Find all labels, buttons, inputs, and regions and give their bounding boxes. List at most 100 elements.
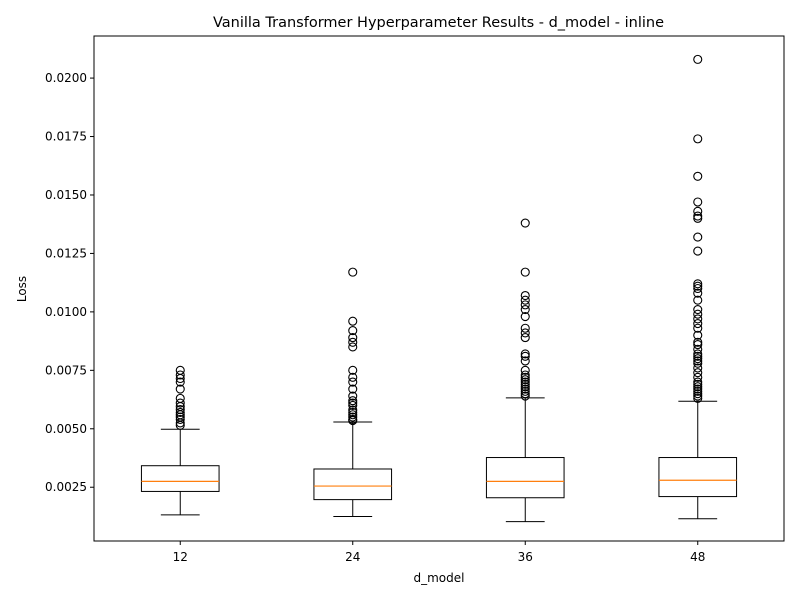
outlier-point bbox=[348, 398, 358, 408]
outlier-point bbox=[693, 349, 703, 359]
outlier-point bbox=[693, 384, 703, 394]
outlier-point bbox=[348, 377, 358, 387]
outlier-point bbox=[520, 391, 530, 401]
outlier-point bbox=[693, 246, 703, 256]
outlier-point bbox=[348, 326, 358, 336]
box-group-24 bbox=[313, 267, 393, 517]
outlier-point bbox=[693, 372, 703, 382]
outlier-point bbox=[175, 384, 185, 394]
outlier-point bbox=[693, 344, 703, 354]
outlier-point bbox=[693, 206, 703, 216]
outlier-point bbox=[348, 407, 358, 417]
outlier-point bbox=[693, 319, 703, 329]
x-tick-label: 36 bbox=[518, 550, 533, 564]
outlier-point bbox=[520, 384, 530, 394]
outlier-point bbox=[693, 386, 703, 396]
outlier-point bbox=[520, 382, 530, 392]
outlier-point bbox=[348, 400, 358, 410]
outlier-point bbox=[175, 405, 185, 415]
outlier-point bbox=[520, 375, 530, 385]
outlier-point bbox=[693, 211, 703, 221]
outlier-point bbox=[693, 134, 703, 144]
outlier-point bbox=[693, 295, 703, 305]
outlier-point bbox=[520, 377, 530, 387]
outlier-point bbox=[175, 407, 185, 417]
outlier-point bbox=[520, 218, 530, 228]
iqr-box bbox=[313, 468, 393, 501]
plot-frame bbox=[93, 35, 785, 542]
outlier-point bbox=[520, 356, 530, 366]
outlier-point bbox=[520, 386, 530, 396]
box-group-36 bbox=[485, 218, 565, 523]
outlier-point bbox=[520, 304, 530, 315]
outlier-point bbox=[520, 333, 530, 343]
y-axis: 0.0025 0.0050 0.0075 0.0100 0.0125 0.0150 0.01… bbox=[45, 71, 94, 494]
outlier-point bbox=[175, 414, 185, 424]
y-tick-label: 0.0175 bbox=[45, 130, 87, 144]
outlier-point bbox=[175, 377, 185, 387]
outlier-point bbox=[693, 304, 703, 315]
y-tick-label: 0.0150 bbox=[45, 188, 87, 202]
outlier-point bbox=[520, 372, 530, 382]
outlier-point bbox=[348, 365, 358, 375]
boxes-layer bbox=[140, 54, 738, 523]
outlier-point bbox=[348, 405, 358, 415]
outlier-point bbox=[693, 356, 703, 366]
outlier-point bbox=[693, 363, 703, 373]
outlier-point bbox=[693, 351, 703, 361]
outlier-point bbox=[520, 370, 530, 380]
x-axis-label: d_model bbox=[414, 571, 465, 585]
outlier-point bbox=[348, 396, 358, 406]
outlier-point bbox=[348, 391, 358, 401]
outlier-point bbox=[520, 349, 530, 359]
outlier-point bbox=[693, 389, 703, 399]
outlier-point bbox=[520, 365, 530, 375]
outlier-point bbox=[693, 314, 703, 324]
outlier-point bbox=[693, 279, 703, 289]
outlier-point bbox=[520, 295, 530, 305]
iqr-box bbox=[658, 457, 738, 498]
outlier-point bbox=[693, 368, 703, 378]
outlier-point bbox=[693, 54, 703, 64]
outlier-point bbox=[693, 197, 703, 207]
outlier-point bbox=[520, 323, 530, 333]
outlier-point bbox=[693, 358, 703, 368]
outlier-point bbox=[693, 340, 703, 350]
box-group-12 bbox=[140, 365, 220, 516]
outlier-point bbox=[520, 312, 530, 322]
outlier-point bbox=[693, 323, 703, 333]
outlier-point bbox=[693, 288, 703, 298]
chart-title: Vanilla Transformer Hyperparameter Resul… bbox=[213, 15, 664, 31]
outlier-point bbox=[520, 389, 530, 399]
y-tick-label: 0.0075 bbox=[45, 363, 87, 377]
outlier-point bbox=[520, 290, 530, 301]
outlier-point bbox=[520, 328, 530, 338]
outlier-point bbox=[348, 412, 358, 422]
outlier-point bbox=[348, 316, 358, 326]
outlier-point bbox=[348, 372, 358, 382]
outlier-point bbox=[520, 300, 530, 310]
outlier-point bbox=[693, 232, 703, 242]
y-tick-label: 0.0025 bbox=[45, 480, 87, 494]
outlier-point bbox=[348, 342, 358, 352]
outlier-point bbox=[693, 309, 703, 319]
outlier-point bbox=[693, 382, 703, 392]
outlier-point bbox=[693, 213, 703, 223]
x-axis: 12 24 36 48 bbox=[173, 541, 705, 564]
outlier-point bbox=[348, 267, 358, 277]
outlier-point bbox=[175, 398, 185, 408]
outlier-point bbox=[693, 377, 703, 387]
outlier-point bbox=[348, 337, 358, 347]
outlier-point bbox=[520, 267, 530, 277]
outlier-point bbox=[693, 379, 703, 389]
outlier-point bbox=[693, 391, 703, 401]
outlier-point bbox=[348, 414, 358, 424]
outlier-point bbox=[693, 330, 703, 340]
outlier-point bbox=[693, 393, 703, 403]
outlier-point bbox=[693, 337, 703, 347]
outlier-point bbox=[693, 171, 703, 181]
outlier-point bbox=[520, 379, 530, 389]
y-tick-label: 0.0100 bbox=[45, 305, 87, 319]
x-tick-label: 12 bbox=[173, 550, 188, 564]
